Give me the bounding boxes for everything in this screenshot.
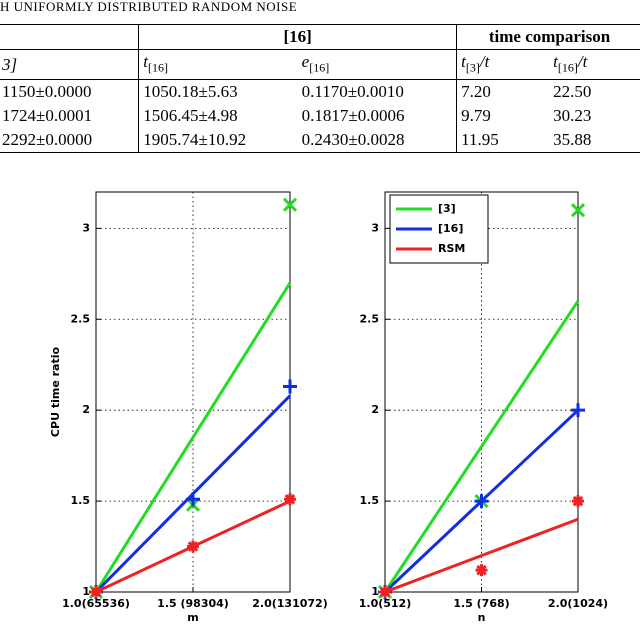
caption: H UNIFORMLY DISTRIBUTED RANDOM NOISE (0, 0, 298, 14)
table-row: 1724±0.0001 1506.45±4.98 0.1817±0.0006 9.79… (0, 104, 640, 129)
table-cell: 0.1817±0.0006 (297, 104, 458, 129)
y-tick-label: 3 (371, 221, 379, 234)
y-tick-label: 2.5 (360, 312, 380, 325)
table-cell: 0.2430±0.0028 (297, 128, 458, 154)
x-axis-label: n (478, 611, 486, 624)
marker (283, 379, 297, 394)
series-line (94, 282, 292, 593)
table-cell: 1150±0.0000 (0, 79, 140, 105)
marker (572, 495, 584, 508)
header-main: e (301, 52, 310, 71)
y-tick-label: 2.5 (71, 312, 91, 325)
results-table: [16] time comparison 3] t[16] e[16] t[3]/t t… (0, 24, 640, 154)
marker (186, 492, 200, 507)
empty-cell (0, 24, 140, 50)
column-header: t[3]/t (456, 49, 550, 81)
y-tick-label: 1 (82, 585, 90, 598)
column-header: t[16] (138, 49, 298, 81)
y-tick-label: 2 (82, 403, 90, 416)
column-header: t[16]/t (549, 49, 640, 81)
x-tick-label: 2.0(131072) (252, 597, 327, 610)
header-tail: /t (577, 52, 588, 71)
series-line (383, 300, 580, 593)
table-cell: 22.50 (553, 82, 592, 102)
marker (187, 540, 199, 553)
y-tick-label: 1 (371, 585, 379, 598)
plot-frame (384, 191, 579, 593)
header-sub: [16] (557, 60, 578, 75)
header-main: t (143, 52, 148, 71)
table-cell: 0.1170±0.0010 (297, 79, 458, 105)
column-header: e[16] (297, 49, 458, 81)
header-sub: [3] (465, 60, 480, 75)
header-main: 3] (2, 54, 18, 74)
table-cell: 35.88 (549, 128, 640, 154)
table-cell: 1905.74±10.92 (138, 128, 298, 154)
marker (90, 586, 102, 598)
header-main: t (553, 52, 558, 71)
y-tick-label: 1.5 (71, 494, 91, 507)
table-cell: 1050.18±5.63 (143, 82, 238, 102)
series-line (384, 517, 579, 594)
header-tail: /t (479, 52, 490, 71)
marker (571, 403, 585, 418)
table-row: 2292±0.0000 1905.74±10.92 0.2430±0.0028 11.… (0, 128, 640, 154)
y-tick-label: 2 (371, 403, 379, 416)
column-header: 3] (0, 49, 140, 81)
table-cell: 2292±0.0000 (0, 128, 140, 154)
header-main: t (461, 52, 466, 71)
table-row: 1150±0.0000 1050.18±5.63 0.1170±0.0010 7.20… (0, 79, 640, 105)
x-axis-label: m (187, 611, 198, 624)
group-header: [16] (138, 24, 458, 50)
y-tick-label: 3 (82, 221, 90, 234)
table-cell: 11.95 (456, 128, 550, 154)
marker (284, 493, 296, 506)
x-tick-label: 1.0(512) (359, 597, 412, 610)
x-tick-label: 1.0(65536) (62, 597, 130, 610)
x-tick-label: 2.0(1024) (548, 597, 608, 610)
table-cell: 1724±0.0001 (0, 104, 140, 129)
y-tick-label: 1.5 (360, 494, 380, 507)
y-axis-label: CPU time ratio (49, 347, 62, 438)
table-cell: 7.20 (461, 82, 491, 102)
legend-label: [16] (438, 222, 463, 235)
marker (379, 586, 391, 598)
marker (475, 564, 488, 577)
header-sub: [16] (309, 60, 330, 75)
group-header: time comparison (456, 24, 640, 50)
x-tick-label: 1.5 (98304) (157, 597, 229, 610)
marker (474, 494, 489, 509)
x-tick-label: 1.5 (768) (453, 597, 509, 610)
marker (570, 203, 586, 218)
header-sub: [16] (147, 60, 168, 75)
legend-label: RSM (438, 242, 465, 255)
table-cell: 1506.45±4.98 (143, 106, 238, 126)
table-cell: 9.79 (461, 106, 491, 126)
table-cell: 30.23 (553, 106, 592, 126)
marker (282, 197, 298, 212)
legend-label: [3] (438, 202, 456, 215)
